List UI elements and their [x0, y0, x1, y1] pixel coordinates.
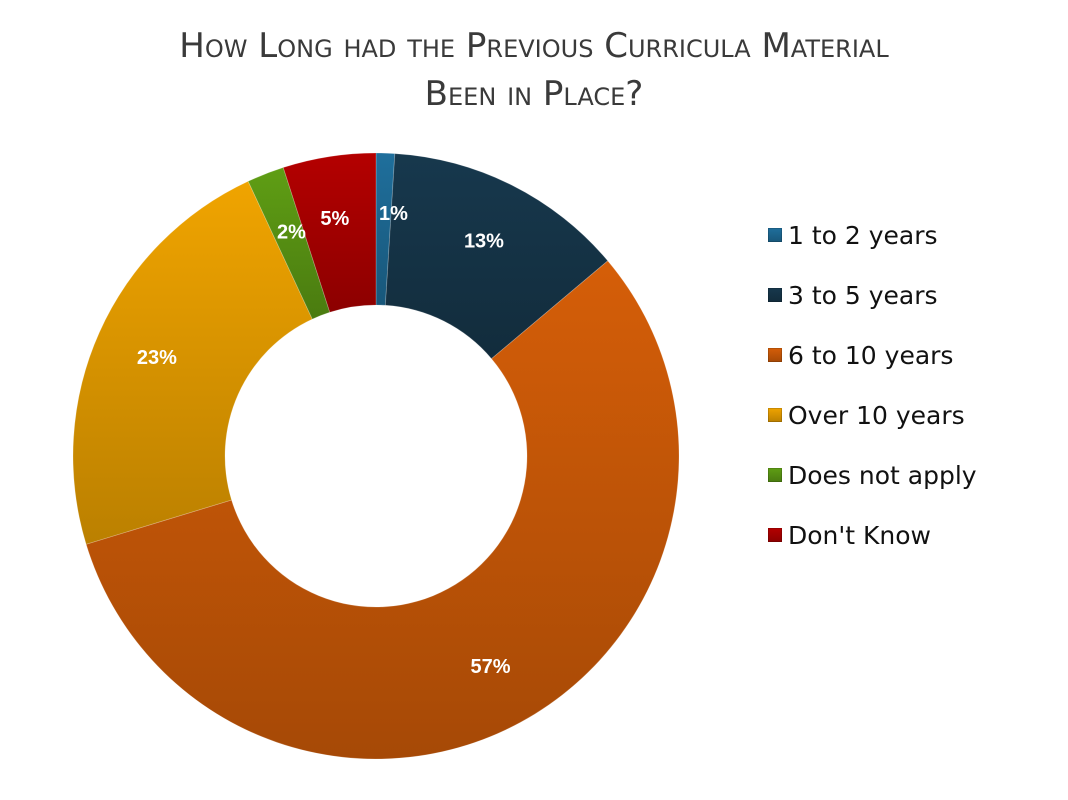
legend-swatch: [768, 468, 782, 482]
legend-item-4: Over 10 years: [768, 385, 977, 445]
slice-label-4: 23%: [137, 347, 177, 369]
legend-swatch: [768, 348, 782, 362]
legend-swatch: [768, 408, 782, 422]
donut-slice-3: [85, 260, 680, 760]
donut-slice-5: [247, 167, 331, 320]
legend-label: 3 to 5 years: [788, 280, 938, 310]
legend-swatch: [768, 228, 782, 242]
donut-slice-4: [72, 180, 313, 545]
legend-label: Over 10 years: [788, 400, 965, 430]
legend-swatch: [768, 288, 782, 302]
legend-item-3: 6 to 10 years: [768, 325, 977, 385]
legend-label: Don't Know: [788, 520, 931, 550]
legend-item-2: 3 to 5 years: [768, 265, 977, 325]
legend-label: 1 to 2 years: [788, 220, 938, 250]
slice-label-3: 57%: [471, 656, 511, 678]
legend-item-1: 1 to 2 years: [768, 205, 977, 265]
chart-title-line-1: How Long had the Previous Curricula Mate…: [179, 26, 889, 66]
chart-legend: 1 to 2 years 3 to 5 years 6 to 10 years Ove…: [768, 205, 977, 565]
chart-title: How Long had the Previous Curricula Mate…: [0, 22, 1068, 118]
slice-label-5: 2%: [277, 222, 306, 244]
legend-item-6: Don't Know: [768, 505, 977, 565]
donut-slice-6: [282, 152, 377, 313]
legend-swatch: [768, 528, 782, 542]
slice-label-1: 1%: [379, 203, 408, 225]
legend-label: Does not apply: [788, 460, 977, 490]
slice-label-6: 5%: [320, 208, 349, 230]
chart-title-line-2: Been in Place?: [424, 74, 644, 114]
donut-slice-2: [384, 153, 609, 360]
legend-item-5: Does not apply: [768, 445, 977, 505]
legend-label: 6 to 10 years: [788, 340, 954, 370]
slice-label-2: 13%: [464, 231, 504, 253]
